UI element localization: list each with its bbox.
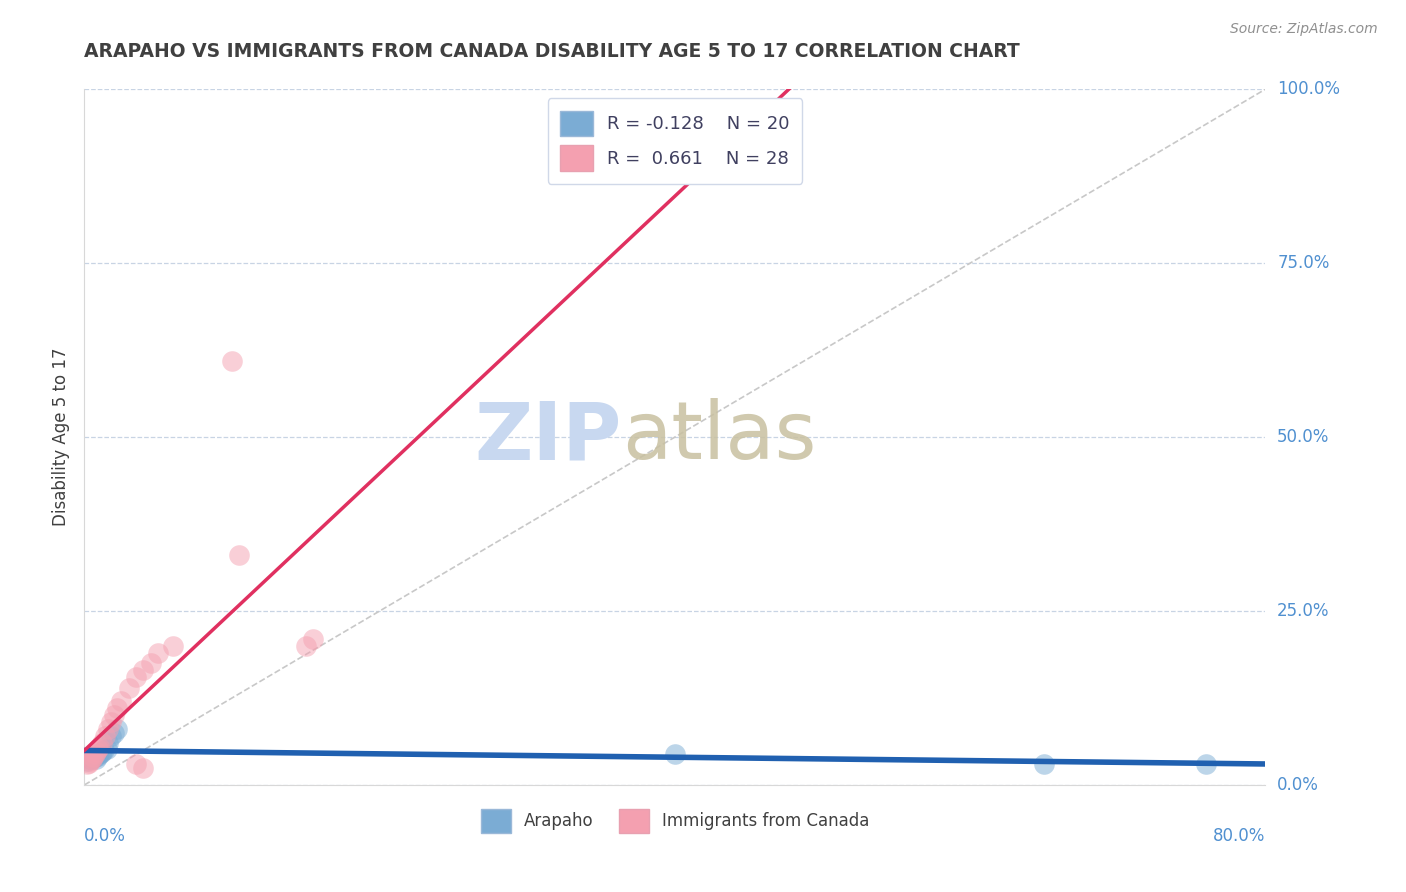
Point	[100, 715, 122, 730]
Point	[100, 729, 122, 743]
Point	[90, 746, 112, 760]
Point	[132, 760, 155, 774]
Point	[103, 708, 125, 723]
Point	[221, 353, 243, 368]
Point	[80, 751, 103, 765]
Point	[302, 632, 325, 646]
Point	[125, 670, 148, 684]
Point	[97, 736, 120, 750]
Point	[87, 747, 111, 762]
Text: 0.0%: 0.0%	[84, 827, 127, 845]
Point	[125, 757, 148, 772]
Point	[84, 751, 107, 765]
Text: 75.0%: 75.0%	[1277, 254, 1330, 272]
Point	[83, 747, 105, 761]
Point	[664, 747, 686, 761]
Point	[105, 723, 128, 737]
Point	[228, 549, 250, 563]
Point	[82, 750, 104, 764]
Point	[83, 750, 105, 764]
Point	[94, 729, 117, 743]
Point	[97, 723, 120, 737]
Point	[148, 646, 170, 660]
Point	[87, 739, 111, 754]
Point	[77, 756, 100, 770]
Point	[110, 694, 132, 708]
Point	[91, 736, 114, 750]
Text: ZIP: ZIP	[474, 398, 621, 476]
Text: ARAPAHO VS IMMIGRANTS FROM CANADA DISABILITY AGE 5 TO 17 CORRELATION CHART: ARAPAHO VS IMMIGRANTS FROM CANADA DISABI…	[84, 42, 1021, 62]
Point	[82, 748, 104, 763]
Point	[76, 754, 98, 768]
Point	[77, 751, 100, 765]
Legend: Arapaho, Immigrants from Canada: Arapaho, Immigrants from Canada	[467, 796, 883, 847]
Point	[86, 748, 108, 763]
Point	[1195, 757, 1218, 772]
Point	[91, 745, 114, 759]
Point	[93, 743, 115, 757]
Point	[105, 701, 128, 715]
Text: atlas: atlas	[621, 398, 815, 476]
Point	[295, 639, 318, 653]
Point	[84, 745, 107, 759]
Point	[79, 754, 101, 768]
Point	[118, 681, 141, 695]
Text: Source: ZipAtlas.com: Source: ZipAtlas.com	[1230, 22, 1378, 37]
Point	[80, 751, 103, 765]
Text: 100.0%: 100.0%	[1277, 80, 1340, 98]
Point	[96, 741, 118, 756]
Point	[86, 741, 108, 756]
Point	[139, 657, 162, 671]
Point	[162, 639, 184, 653]
Text: 50.0%: 50.0%	[1277, 428, 1330, 446]
Text: 0.0%: 0.0%	[1277, 776, 1319, 794]
Text: 80.0%: 80.0%	[1213, 827, 1265, 845]
Text: 25.0%: 25.0%	[1277, 602, 1330, 620]
Point	[103, 726, 125, 740]
Point	[79, 750, 101, 764]
Y-axis label: Disability Age 5 to 17: Disability Age 5 to 17	[52, 348, 70, 526]
Point	[76, 757, 98, 772]
Point	[132, 663, 155, 677]
Point	[1033, 757, 1056, 772]
